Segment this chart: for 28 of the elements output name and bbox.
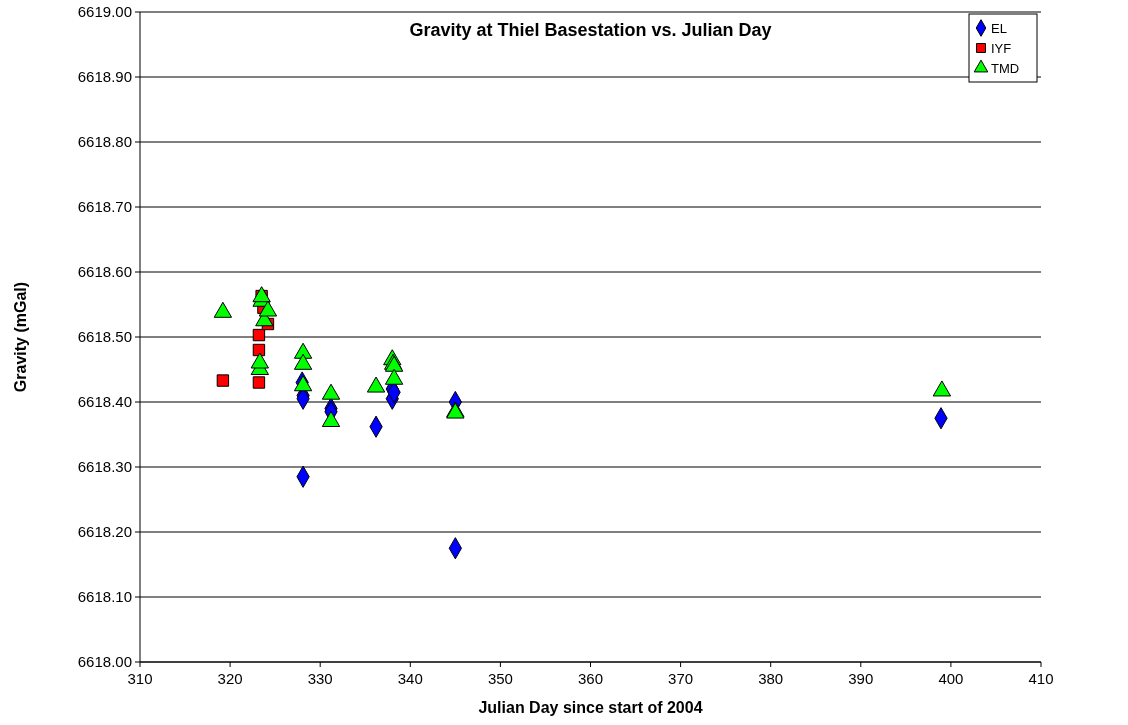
- y-tick-label: 6618.90: [77, 68, 132, 86]
- y-tick-label: 6618.60: [77, 263, 132, 281]
- y-tick-label: 6618.80: [77, 133, 132, 151]
- y-tick-label: 6618.00: [77, 653, 132, 671]
- y-tick-label: 6618.20: [77, 523, 132, 541]
- y-tick-label: 6618.70: [77, 198, 132, 216]
- x-tick-label: 340: [397, 670, 423, 687]
- x-tick-label: 360: [577, 670, 604, 687]
- y-tick-label: 6619.00: [77, 3, 132, 21]
- x-tick-label: 370: [668, 670, 694, 687]
- x-tick-label: 320: [217, 670, 243, 687]
- y-tick-label: 6618.30: [77, 458, 132, 476]
- y-tick-label: 6618.10: [77, 588, 132, 606]
- legend-label: TMD: [991, 60, 1020, 76]
- x-tick-label: 390: [848, 670, 874, 687]
- y-tick-label: 6618.50: [77, 328, 132, 346]
- legend-label: EL: [991, 20, 1007, 36]
- y-tick-label: 6618.40: [77, 393, 132, 411]
- x-tick-label: 330: [307, 670, 333, 687]
- chart-title: Gravity at Thiel Basestation vs. Julian Day: [409, 20, 772, 40]
- x-axis-title: Julian Day since start of 2004: [478, 699, 703, 716]
- legend-label: IYF: [991, 40, 1012, 56]
- y-axis-title: Gravity (mGal): [12, 281, 29, 393]
- x-tick-label: 310: [127, 670, 153, 687]
- x-tick-label: 350: [487, 670, 513, 687]
- x-tick-label: 410: [1028, 670, 1054, 687]
- x-tick-label: 380: [758, 670, 784, 687]
- x-tick-label: 400: [938, 670, 964, 687]
